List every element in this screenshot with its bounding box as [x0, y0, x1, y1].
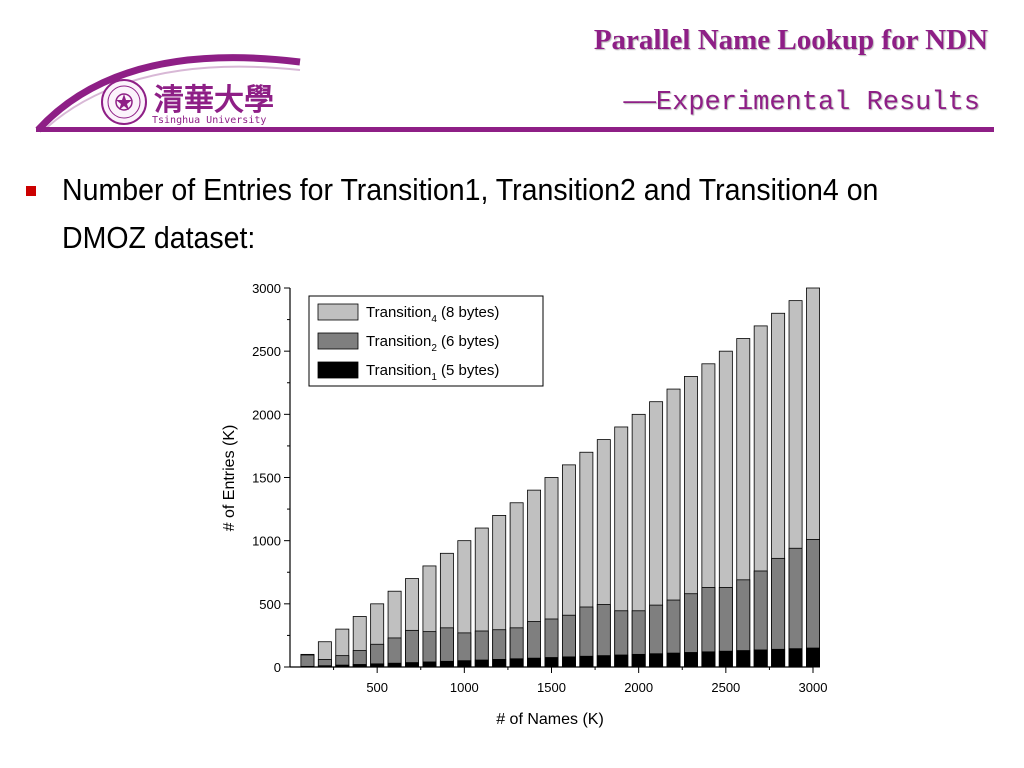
bar-transition1 — [439, 660, 454, 668]
x-tick-label: 2500 — [711, 680, 740, 695]
legend-label: Transition2 (6 bytes) — [366, 333, 499, 354]
logo-english: Tsinghua University — [152, 115, 266, 126]
slide-title: Parallel Name Lookup for NDN — [593, 24, 988, 56]
tsinghua-seal-icon — [101, 79, 147, 125]
bar-transition1 — [492, 659, 507, 668]
bar-transition1 — [457, 660, 472, 668]
bar-transition1 — [666, 652, 681, 668]
legend-swatch — [317, 361, 359, 379]
bar-transition1 — [718, 650, 733, 668]
y-tick-label: 3000 — [252, 281, 281, 296]
bar-transition2 — [405, 629, 419, 668]
legend-swatch — [317, 303, 359, 321]
y-tick-label: 0 — [274, 660, 281, 675]
bar-transition1 — [596, 655, 611, 668]
bar-transition1 — [788, 648, 803, 668]
y-tick-label: 2000 — [252, 407, 281, 422]
bar-transition1 — [509, 658, 524, 668]
bar-transition1 — [736, 650, 751, 668]
bar-transition1 — [649, 653, 664, 668]
y-tick-label: 2500 — [252, 344, 281, 359]
bar-transition1 — [614, 654, 629, 668]
bar-transition1 — [405, 662, 419, 668]
bar-transition1 — [422, 661, 437, 668]
bar-transition1 — [753, 649, 768, 668]
y-tick-label: 500 — [259, 597, 281, 612]
legend: Transition4 (8 bytes) Transition2 (6 byte… — [308, 295, 544, 387]
bar-transition1 — [806, 647, 820, 668]
slide-subtitle: ——Experimental Results — [623, 88, 980, 118]
bullet-marker — [26, 186, 36, 196]
bar-transition1 — [631, 653, 646, 668]
bars-layer — [300, 287, 820, 668]
x-tick-label: 2000 — [624, 680, 653, 695]
logo-chinese: 清華大學 — [154, 83, 274, 118]
bar-transition1 — [544, 657, 559, 668]
bar-transition2 — [300, 654, 315, 668]
bar-transition2 — [387, 637, 402, 668]
header-banner: 清華大學 Tsinghua University — [35, 54, 994, 133]
x-tick-label: 1000 — [450, 680, 479, 695]
bar-transition1 — [561, 656, 576, 668]
axes-layer: 0 500 1000 1500 2000 2500 3000 500 1000 1500 2000 2… — [252, 281, 827, 695]
x-tick-label: 1500 — [537, 680, 566, 695]
legend-label: Transition1 (5 bytes) — [366, 362, 499, 383]
y-tick-label: 1500 — [252, 471, 281, 486]
bar-transition1 — [701, 651, 716, 668]
bar-transition1 — [527, 657, 542, 668]
bar-transition1 — [474, 659, 489, 668]
legend-swatch — [317, 332, 359, 350]
x-tick-label: 3000 — [799, 680, 828, 695]
header-rule — [36, 127, 994, 132]
y-tick-label: 1000 — [252, 534, 281, 549]
x-axis-label: # of Names (K) — [496, 711, 604, 728]
legend-label: Transition4 (8 bytes) — [366, 304, 499, 325]
bullet-text: Number of Entries for Transition1, Trans… — [62, 172, 879, 255]
x-tick-label: 500 — [366, 680, 388, 695]
bar-transition1 — [684, 652, 698, 668]
bar-transition1 — [771, 648, 786, 668]
y-axis-label: # of Entries (K) — [221, 425, 238, 532]
header-arc-light — [43, 65, 301, 131]
bar-transition1 — [579, 655, 594, 668]
header-arc — [35, 54, 301, 133]
